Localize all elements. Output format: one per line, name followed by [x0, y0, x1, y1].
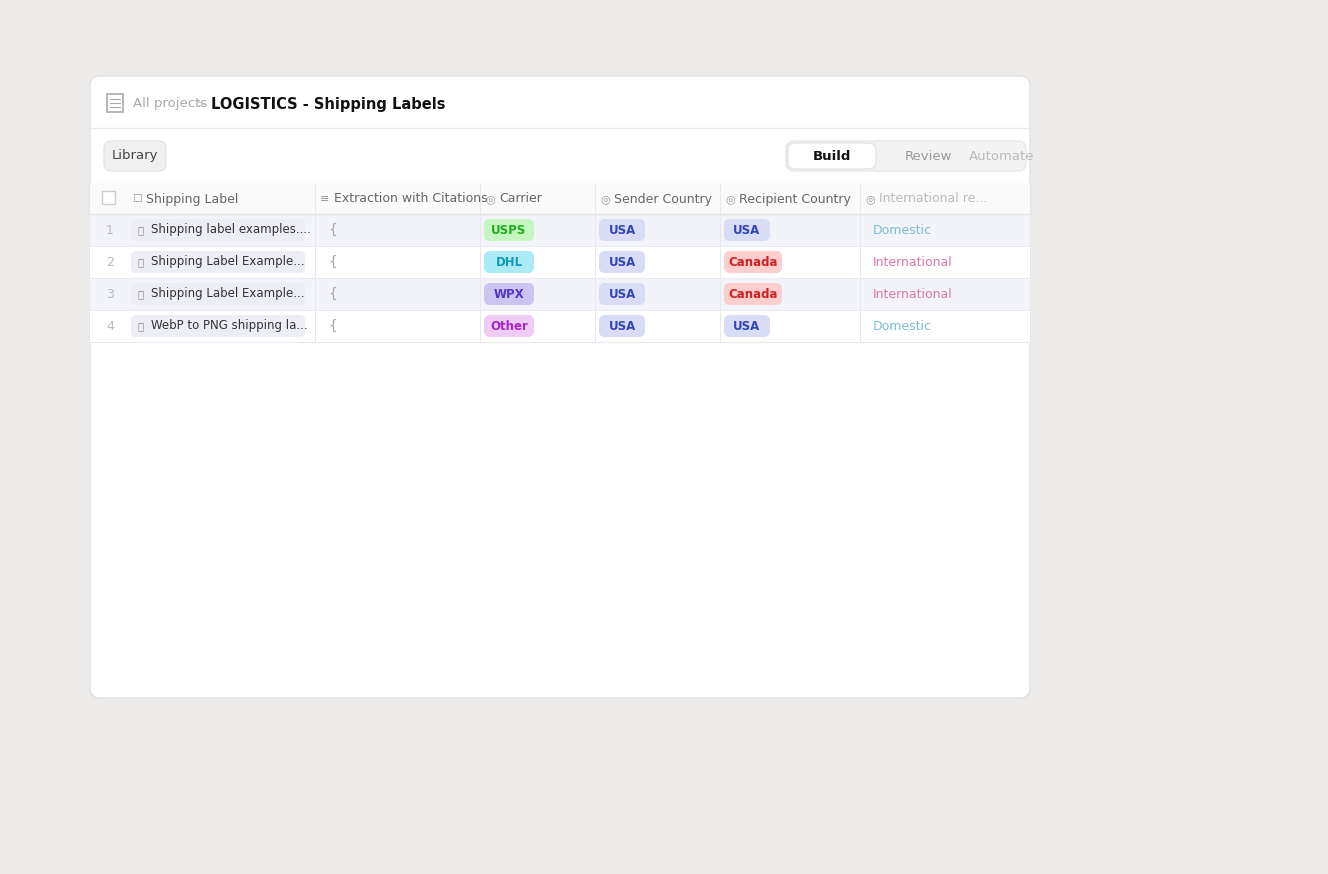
FancyBboxPatch shape — [724, 219, 770, 241]
FancyBboxPatch shape — [131, 315, 305, 337]
Text: Shipping Label: Shipping Label — [146, 192, 238, 205]
FancyBboxPatch shape — [131, 251, 305, 273]
Text: Carrier: Carrier — [499, 192, 542, 205]
FancyBboxPatch shape — [599, 219, 645, 241]
Text: USA: USA — [608, 288, 636, 301]
Text: Sender Country: Sender Country — [614, 192, 712, 205]
Text: Shipping Label Example...: Shipping Label Example... — [151, 288, 304, 301]
Bar — [90, 184, 1031, 214]
Text: Review: Review — [904, 149, 952, 163]
Text: WebP to PNG shipping la...: WebP to PNG shipping la... — [151, 320, 308, 332]
Text: Canada: Canada — [728, 288, 778, 301]
FancyBboxPatch shape — [104, 141, 166, 171]
FancyBboxPatch shape — [131, 219, 305, 241]
FancyBboxPatch shape — [90, 76, 1031, 698]
FancyBboxPatch shape — [599, 283, 645, 305]
Text: >: > — [195, 98, 206, 110]
Text: ◎: ◎ — [865, 194, 875, 204]
Text: International: International — [872, 255, 952, 268]
Text: Shipping Label Example...: Shipping Label Example... — [151, 255, 304, 268]
Text: {: { — [328, 319, 337, 333]
FancyBboxPatch shape — [786, 141, 1027, 171]
Bar — [108, 94, 124, 112]
Text: Extraction with Citations: Extraction with Citations — [335, 192, 487, 205]
FancyBboxPatch shape — [483, 219, 534, 241]
Text: Canada: Canada — [728, 255, 778, 268]
Text: {: { — [328, 255, 337, 269]
Bar — [90, 278, 1031, 310]
Text: 2: 2 — [106, 255, 114, 268]
Text: ☐: ☐ — [131, 194, 142, 204]
Text: LOGISTICS - Shipping Labels: LOGISTICS - Shipping Labels — [211, 96, 445, 112]
Text: USA: USA — [608, 224, 636, 237]
Text: USPS: USPS — [491, 224, 527, 237]
Text: 🗋: 🗋 — [137, 257, 143, 267]
Bar — [90, 246, 1031, 278]
Text: International: International — [872, 288, 952, 301]
FancyBboxPatch shape — [724, 251, 782, 273]
Text: WPX: WPX — [494, 288, 525, 301]
FancyBboxPatch shape — [483, 251, 534, 273]
Text: 4: 4 — [106, 320, 114, 332]
Text: Domestic: Domestic — [872, 320, 932, 332]
Text: All projects: All projects — [133, 98, 207, 110]
Text: Automate: Automate — [969, 149, 1035, 163]
Text: ◎: ◎ — [725, 194, 734, 204]
Text: Recipient Country: Recipient Country — [738, 192, 851, 205]
Text: Shipping label examples....: Shipping label examples.... — [151, 224, 311, 237]
Text: {: { — [328, 287, 337, 301]
FancyBboxPatch shape — [599, 251, 645, 273]
Text: 🗋: 🗋 — [137, 321, 143, 331]
Text: USA: USA — [608, 320, 636, 332]
Bar — [102, 191, 116, 204]
FancyBboxPatch shape — [483, 315, 534, 337]
Text: ◎: ◎ — [600, 194, 610, 204]
FancyBboxPatch shape — [724, 283, 782, 305]
Text: 3: 3 — [106, 288, 114, 301]
Text: USA: USA — [608, 255, 636, 268]
Text: USA: USA — [733, 320, 761, 332]
Text: 🗋: 🗋 — [137, 289, 143, 299]
Text: DHL: DHL — [495, 255, 522, 268]
Text: Domestic: Domestic — [872, 224, 932, 237]
Text: ◎: ◎ — [485, 194, 495, 204]
Text: Other: Other — [490, 320, 529, 332]
FancyBboxPatch shape — [483, 283, 534, 305]
Text: USA: USA — [733, 224, 761, 237]
Text: Build: Build — [813, 149, 851, 163]
Bar — [90, 214, 1031, 246]
Text: 1: 1 — [106, 224, 114, 237]
Text: {: { — [328, 223, 337, 237]
FancyBboxPatch shape — [724, 315, 770, 337]
Text: Library: Library — [112, 149, 158, 163]
Text: International re...: International re... — [879, 192, 988, 205]
FancyBboxPatch shape — [788, 143, 876, 169]
Text: 🗋: 🗋 — [137, 225, 143, 235]
Text: ≡: ≡ — [320, 194, 329, 204]
FancyBboxPatch shape — [599, 315, 645, 337]
Bar — [90, 310, 1031, 342]
FancyBboxPatch shape — [131, 283, 305, 305]
